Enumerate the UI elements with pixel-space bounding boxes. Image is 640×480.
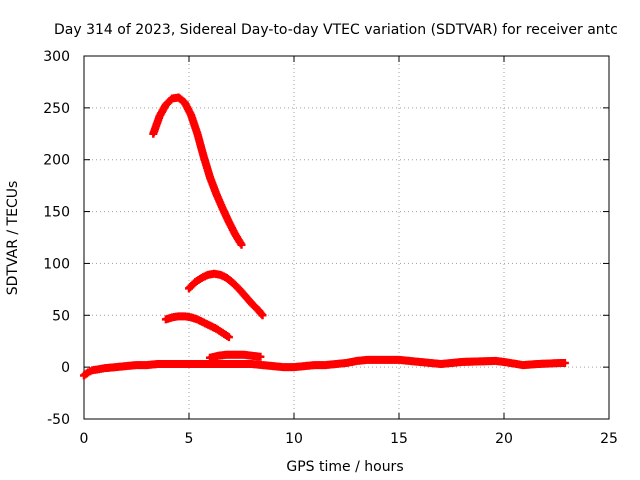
data-point [224,333,233,342]
x-tick-label: 0 [80,431,89,447]
series-arc-2 [185,269,267,320]
x-tick-label: 5 [185,431,194,447]
x-tick-label: 15 [390,431,408,447]
axis-tick-labels: 0 5 10 15 20 25 -50 0 50 100 150 200 250 300 [43,49,618,447]
y-axis-label: SDTVAR / TECUs [5,181,21,296]
x-tick-label: 20 [495,431,513,447]
data-point [256,352,265,361]
x-axis-label: GPS time / hours [286,459,403,475]
data-point [258,311,267,320]
axis-ticks [83,55,610,420]
y-tick-label: -50 [47,412,70,428]
data-points [80,93,569,380]
chart-title: Day 314 of 2023, Sidereal Day-to-day VTE… [54,22,618,38]
y-tick-label: 150 [43,205,70,221]
y-tick-label: 300 [43,49,70,65]
data-point [560,358,569,367]
y-tick-label: 100 [43,256,70,272]
series-arc-3 [161,312,233,342]
y-tick-label: 50 [52,308,70,324]
y-tick-label: 200 [43,153,70,169]
series-arc-1 [149,93,246,249]
plot-frame [83,55,610,420]
series-baseline [80,355,569,380]
y-tick-label: 250 [43,101,70,117]
x-tick-label: 10 [285,431,303,447]
series-arc-4 [206,350,265,362]
data-point [237,240,246,249]
x-tick-label: 25 [600,431,618,447]
y-tick-label: 0 [61,360,70,376]
